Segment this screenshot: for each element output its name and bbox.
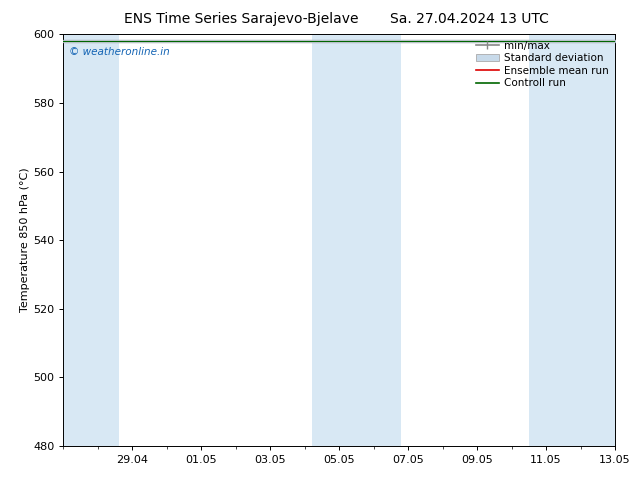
- Y-axis label: Temperature 850 hPa (°C): Temperature 850 hPa (°C): [20, 168, 30, 313]
- Bar: [312, 34, 356, 446]
- Bar: [529, 34, 615, 446]
- Text: ENS Time Series Sarajevo-Bjelave: ENS Time Series Sarajevo-Bjelave: [124, 12, 358, 26]
- Text: Sa. 27.04.2024 13 UTC: Sa. 27.04.2024 13 UTC: [390, 12, 548, 26]
- Text: © weatheronline.in: © weatheronline.in: [69, 47, 170, 57]
- Legend: min/max, Standard deviation, Ensemble mean run, Controll run: min/max, Standard deviation, Ensemble me…: [473, 37, 612, 92]
- Bar: [356, 34, 401, 446]
- Bar: [63, 34, 119, 446]
